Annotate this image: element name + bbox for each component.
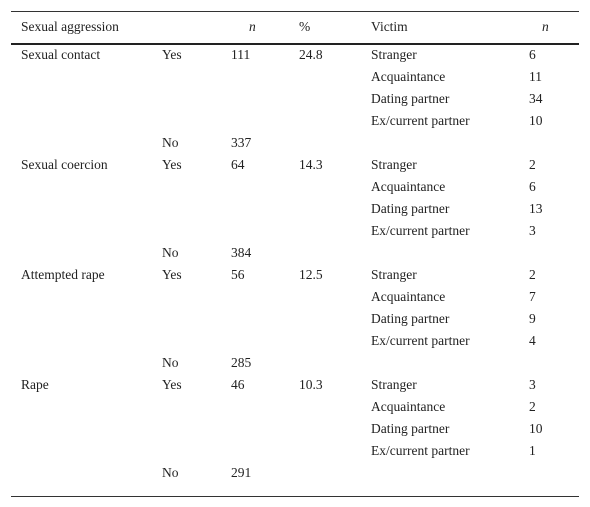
victim-count: 4 bbox=[529, 333, 536, 348]
header-victim: Victim bbox=[371, 19, 408, 34]
victim-type: Dating partner bbox=[371, 311, 450, 326]
yes-percent: 14.3 bbox=[299, 157, 323, 172]
victim-type: Acquaintance bbox=[371, 289, 446, 304]
no-count: 285 bbox=[231, 355, 252, 370]
victim-count: 13 bbox=[529, 201, 543, 216]
victim-type: Dating partner bbox=[371, 421, 450, 436]
victim-type: Acquaintance bbox=[371, 399, 446, 414]
yes-label: Yes bbox=[162, 47, 182, 62]
victim-type: Dating partner bbox=[371, 201, 450, 216]
header-n: n bbox=[249, 19, 256, 34]
victim-type: Stranger bbox=[371, 377, 417, 392]
header-percent: % bbox=[299, 19, 311, 34]
yes-count: 46 bbox=[231, 377, 245, 392]
victim-type: Acquaintance bbox=[371, 69, 446, 84]
no-label: No bbox=[162, 355, 179, 370]
victim-count: 6 bbox=[529, 179, 536, 194]
victim-type: Stranger bbox=[371, 47, 417, 62]
victim-type: Dating partner bbox=[371, 91, 450, 106]
victim-count: 7 bbox=[529, 289, 536, 304]
yes-percent: 12.5 bbox=[299, 267, 323, 282]
aggression-victim-table: Sexual aggression n % Victim n Sexual co… bbox=[11, 11, 579, 497]
victim-count: 6 bbox=[529, 47, 536, 62]
header-victim-n: n bbox=[542, 19, 549, 34]
victim-type: Ex/current partner bbox=[371, 113, 470, 128]
no-count: 337 bbox=[231, 135, 252, 150]
yes-percent: 24.8 bbox=[299, 47, 323, 62]
victim-count: 3 bbox=[529, 377, 536, 392]
header-sexual-aggression: Sexual aggression bbox=[21, 19, 119, 34]
victim-count: 9 bbox=[529, 311, 536, 326]
victim-count: 2 bbox=[529, 157, 536, 172]
victim-count: 2 bbox=[529, 267, 536, 282]
victim-count: 10 bbox=[529, 421, 543, 436]
no-count: 384 bbox=[231, 245, 252, 260]
group-label: Sexual coercion bbox=[21, 157, 108, 172]
no-label: No bbox=[162, 465, 179, 480]
yes-count: 64 bbox=[231, 157, 245, 172]
yes-label: Yes bbox=[162, 267, 182, 282]
victim-type: Ex/current partner bbox=[371, 333, 470, 348]
yes-label: Yes bbox=[162, 157, 182, 172]
victim-count: 34 bbox=[529, 91, 543, 106]
table-header: Sexual aggression n % Victim n bbox=[11, 12, 579, 45]
yes-count: 56 bbox=[231, 267, 245, 282]
group-label: Attempted rape bbox=[21, 267, 105, 282]
victim-type: Stranger bbox=[371, 157, 417, 172]
no-count: 291 bbox=[231, 465, 252, 480]
yes-count: 111 bbox=[231, 47, 251, 62]
group-label: Rape bbox=[21, 377, 49, 392]
victim-count: 1 bbox=[529, 443, 536, 458]
victim-count: 3 bbox=[529, 223, 536, 238]
victim-type: Acquaintance bbox=[371, 179, 446, 194]
yes-label: Yes bbox=[162, 377, 182, 392]
victim-type: Ex/current partner bbox=[371, 223, 470, 238]
no-label: No bbox=[162, 135, 179, 150]
victim-count: 10 bbox=[529, 113, 543, 128]
no-label: No bbox=[162, 245, 179, 260]
victim-count: 2 bbox=[529, 399, 536, 414]
victim-type: Ex/current partner bbox=[371, 443, 470, 458]
yes-percent: 10.3 bbox=[299, 377, 323, 392]
group-label: Sexual contact bbox=[21, 47, 101, 62]
victim-count: 11 bbox=[529, 69, 542, 84]
victim-type: Stranger bbox=[371, 267, 417, 282]
